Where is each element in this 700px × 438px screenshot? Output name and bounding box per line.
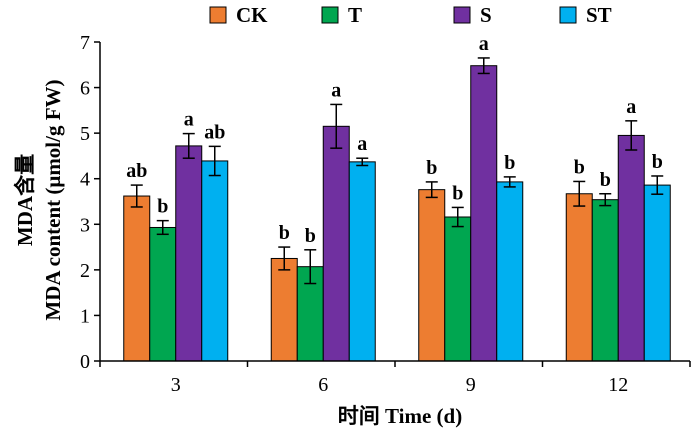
x-tick-label: 6 bbox=[318, 374, 328, 396]
y-tick-label: 6 bbox=[80, 78, 90, 100]
y-tick-label: 2 bbox=[80, 260, 90, 282]
bar-t-9 bbox=[444, 216, 472, 362]
legend-label-ck: CK bbox=[236, 3, 268, 27]
y-tick-label: 1 bbox=[80, 305, 90, 327]
legend-label-st: ST bbox=[586, 3, 612, 27]
significance-label: b bbox=[279, 222, 290, 244]
legend-swatch-ck bbox=[209, 6, 227, 24]
y-tick-label: 5 bbox=[80, 123, 90, 145]
bar-s-12 bbox=[617, 134, 645, 362]
significance-label: a bbox=[626, 96, 636, 118]
bar-s-9 bbox=[470, 65, 498, 362]
bar-t-12 bbox=[591, 199, 619, 362]
significance-label: b bbox=[426, 157, 437, 179]
significance-label: ab bbox=[204, 121, 225, 143]
bars bbox=[123, 65, 671, 362]
bar-st-3 bbox=[201, 160, 229, 362]
bar-t-3 bbox=[149, 226, 177, 362]
significance-label: b bbox=[574, 156, 585, 178]
error-bars bbox=[130, 57, 664, 285]
y-tick-label: 4 bbox=[80, 169, 90, 191]
significance-label: b bbox=[504, 152, 515, 174]
bar-st-12 bbox=[643, 184, 671, 362]
significance-label: b bbox=[157, 196, 168, 218]
significance-label: b bbox=[305, 225, 316, 247]
y-axis-title-chinese: MDA含量 bbox=[13, 154, 37, 246]
x-axis-title: 时间 Time (d) bbox=[338, 404, 462, 428]
x-tick-label: 12 bbox=[608, 374, 628, 396]
significance-label: ab bbox=[126, 160, 147, 182]
bar-ck-9 bbox=[418, 189, 446, 362]
y-tick-label: 0 bbox=[80, 351, 90, 373]
bar-ck-12 bbox=[565, 193, 593, 362]
bar-s-3 bbox=[175, 145, 203, 362]
bar-s-6 bbox=[322, 125, 350, 362]
bar-st-6 bbox=[348, 161, 376, 362]
bar-st-9 bbox=[496, 181, 524, 362]
legend-swatch-s bbox=[453, 6, 471, 24]
significance-label: b bbox=[652, 151, 663, 173]
legend-swatch-st bbox=[559, 6, 577, 24]
x-tick-label: 9 bbox=[466, 374, 476, 396]
significance-label: a bbox=[479, 33, 489, 55]
legend: CK T S ST bbox=[209, 3, 612, 27]
bar-ck-6 bbox=[270, 257, 298, 362]
bar-ck-3 bbox=[123, 195, 151, 362]
significance-label: b bbox=[452, 182, 463, 204]
y-tick-label: 3 bbox=[80, 214, 90, 236]
significance-label: b bbox=[600, 169, 611, 191]
x-tick-label: 3 bbox=[171, 374, 181, 396]
significance-label: a bbox=[331, 79, 341, 101]
significance-label: a bbox=[184, 109, 194, 131]
legend-label-s: S bbox=[480, 3, 492, 27]
y-axis-title: MDA content (μmol/g FW) bbox=[41, 79, 65, 320]
significance-label: a bbox=[357, 133, 367, 155]
legend-label-t: T bbox=[348, 3, 362, 27]
legend-swatch-t bbox=[321, 6, 339, 24]
y-tick-label: 7 bbox=[80, 32, 90, 54]
